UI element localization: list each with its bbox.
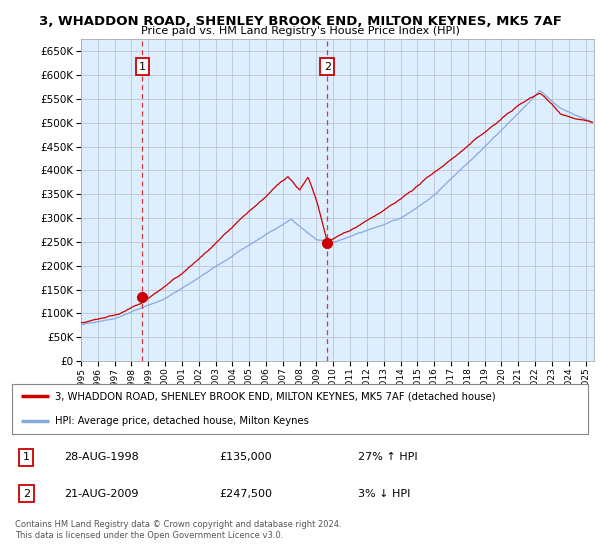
Text: 2: 2 (323, 62, 331, 72)
Text: HPI: Average price, detached house, Milton Keynes: HPI: Average price, detached house, Milt… (55, 417, 309, 426)
Text: 27% ↑ HPI: 27% ↑ HPI (358, 452, 417, 462)
Text: 1: 1 (139, 62, 146, 72)
Text: Contains HM Land Registry data © Crown copyright and database right 2024.
This d: Contains HM Land Registry data © Crown c… (15, 520, 341, 540)
Text: 3, WHADDON ROAD, SHENLEY BROOK END, MILTON KEYNES, MK5 7AF: 3, WHADDON ROAD, SHENLEY BROOK END, MILT… (38, 15, 562, 27)
Text: 3, WHADDON ROAD, SHENLEY BROOK END, MILTON KEYNES, MK5 7AF (detached house): 3, WHADDON ROAD, SHENLEY BROOK END, MILT… (55, 391, 496, 401)
Text: £247,500: £247,500 (220, 488, 272, 498)
Text: 21-AUG-2009: 21-AUG-2009 (64, 488, 139, 498)
Text: 2: 2 (23, 488, 30, 498)
Text: 28-AUG-1998: 28-AUG-1998 (64, 452, 139, 462)
Text: £135,000: £135,000 (220, 452, 272, 462)
Text: Price paid vs. HM Land Registry's House Price Index (HPI): Price paid vs. HM Land Registry's House … (140, 26, 460, 36)
Text: 1: 1 (23, 452, 30, 462)
Text: 3% ↓ HPI: 3% ↓ HPI (358, 488, 410, 498)
